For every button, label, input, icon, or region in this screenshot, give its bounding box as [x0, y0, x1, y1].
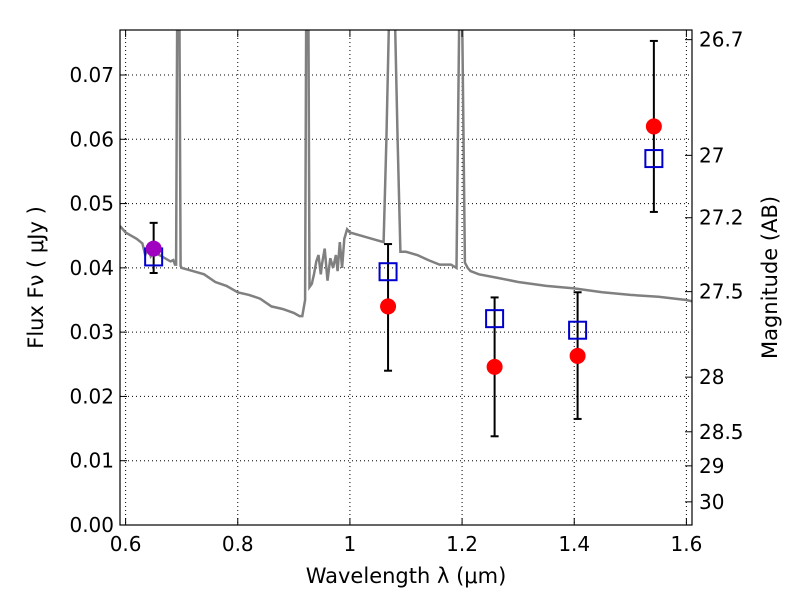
x-tick-label: 0.6	[110, 532, 142, 556]
observed-point	[486, 358, 503, 375]
x-axis-label: Wavelength λ (μm)	[306, 564, 507, 588]
x-tick-label: 0.8	[222, 532, 254, 556]
y2-tick-label: 27	[699, 143, 724, 167]
y-tick-label: 0.01	[69, 449, 114, 473]
model-spectrum	[120, 30, 692, 318]
y-tick-label: 0.07	[69, 63, 114, 87]
x-tick-label: 1	[344, 532, 357, 556]
model-square-marker	[568, 320, 588, 340]
y2-tick-label: 27.2	[699, 206, 744, 230]
y2-tick-label: 26.7	[699, 28, 744, 52]
observed-point	[569, 347, 586, 364]
x-tick-label: 1.4	[558, 532, 590, 556]
y2-tick-label: 28	[699, 365, 724, 389]
model-square-marker	[485, 309, 505, 329]
observed-photometry-markers	[145, 118, 662, 375]
y2-tick-label: 30	[699, 490, 724, 514]
y-tick-label: 0.02	[69, 384, 114, 408]
plot-frame	[119, 29, 693, 526]
y-axis-label: Flux Fν ( μJy )	[24, 206, 48, 349]
y2-axis-label: Magnitude (AB)	[758, 196, 782, 359]
axis-ticks: 0.6 0.8 1 1.2 1.4 1.6 0.00 0.01 0.02 0.03 0.04 0.05…	[69, 28, 743, 556]
y2-tick-label: 28.5	[699, 420, 744, 444]
spectrum-line	[120, 30, 692, 318]
y-tick-label: 0.04	[69, 256, 114, 280]
y2-tick-label: 27.5	[699, 280, 744, 304]
y-tick-label: 0.03	[69, 320, 114, 344]
y-tick-label: 0.06	[69, 127, 114, 151]
model-square-marker	[378, 262, 398, 282]
observed-point	[145, 240, 162, 257]
observed-point	[380, 298, 397, 315]
y-tick-label: 0.05	[69, 192, 114, 216]
y2-tick-label: 29	[699, 454, 724, 478]
x-tick-label: 1.6	[670, 532, 702, 556]
model-square-marker	[644, 149, 664, 169]
y-tick-label: 0.00	[69, 513, 114, 537]
observed-point	[645, 118, 662, 135]
x-tick-label: 1.2	[446, 532, 478, 556]
